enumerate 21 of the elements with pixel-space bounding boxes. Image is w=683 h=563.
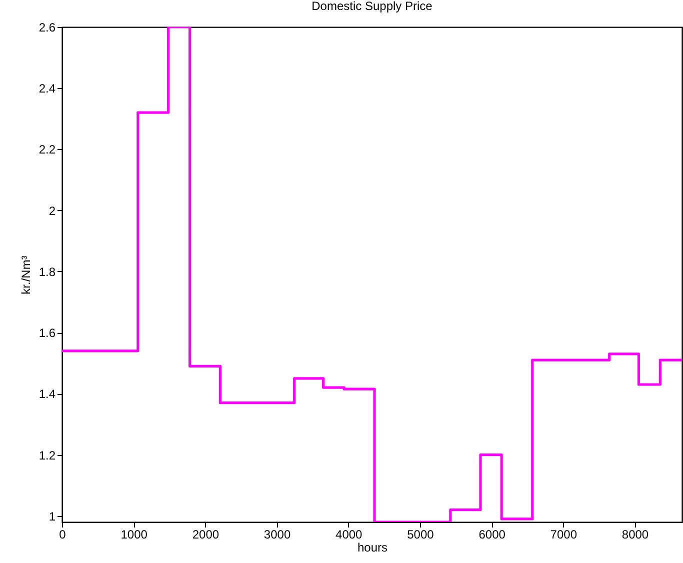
- x-tick-label: 7000: [550, 528, 578, 542]
- y-tick-label: 2.6: [38, 20, 56, 34]
- chart-title: Domestic Supply Price: [312, 0, 433, 13]
- x-tick-label: 0: [59, 528, 66, 542]
- x-tick-label: 2000: [192, 528, 220, 542]
- x-tick-label: 5000: [407, 528, 434, 542]
- y-tick-label: 2.4: [38, 82, 56, 96]
- x-tick-label: 4000: [336, 528, 363, 542]
- x-axis-title: hours: [357, 540, 388, 554]
- y-tick-label: 1.6: [38, 326, 56, 340]
- y-tick-label: 1.2: [38, 448, 56, 462]
- x-tick-label: 3000: [264, 528, 291, 542]
- y-tick-label: 1: [48, 509, 56, 524]
- y-tick-label: 1.8: [38, 264, 56, 279]
- y-tick-label: 1.4: [38, 387, 56, 402]
- y-tick-label: 2.2: [38, 142, 56, 157]
- x-tick-label: 8000: [622, 528, 649, 542]
- x-tick-label: 1000: [120, 528, 148, 542]
- y-axis-title: kr./Nm³: [18, 256, 33, 294]
- x-tick-label: 6000: [478, 528, 506, 542]
- y-tick-label: 2: [48, 204, 56, 218]
